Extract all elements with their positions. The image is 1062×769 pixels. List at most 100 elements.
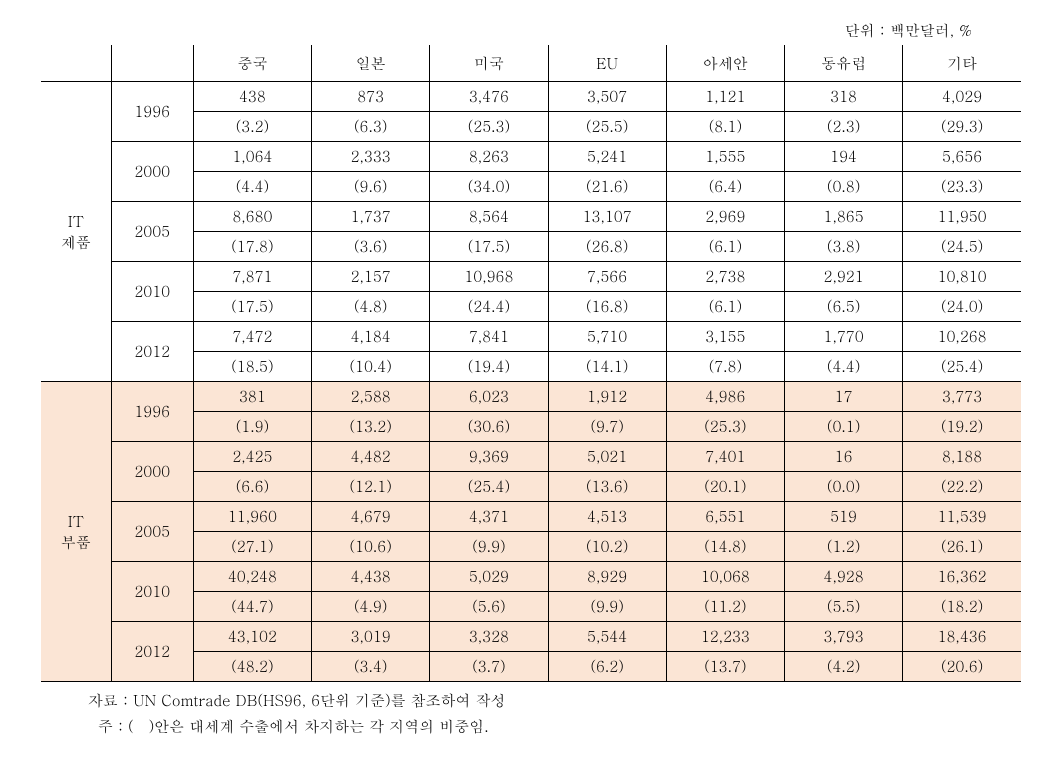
percent-cell: (22.2) [903, 472, 1021, 502]
year-cell: 1996 [111, 382, 193, 442]
value-cell: 1,064 [193, 142, 311, 172]
value-cell: 3,328 [430, 622, 548, 652]
percent-cell: (3.8) [784, 232, 902, 262]
column-header: 동유럽 [784, 45, 902, 82]
percent-cell: (26.8) [548, 232, 666, 262]
percent-cell: (6.5) [784, 292, 902, 322]
percent-cell: (1.9) [193, 412, 311, 442]
year-cell: 2005 [111, 502, 193, 562]
column-header: 기타 [903, 45, 1021, 82]
value-cell: 519 [784, 502, 902, 532]
percent-cell: (34.0) [430, 172, 548, 202]
percent-cell: (18.5) [193, 352, 311, 382]
value-cell: 4,482 [312, 442, 430, 472]
value-cell: 194 [784, 142, 902, 172]
category-cell: IT부품 [41, 382, 111, 682]
value-cell: 3,793 [784, 622, 902, 652]
percent-cell: (7.8) [666, 352, 784, 382]
value-cell: 4,371 [430, 502, 548, 532]
value-cell: 3,476 [430, 82, 548, 112]
percent-cell: (5.6) [430, 592, 548, 622]
value-cell: 18,436 [903, 622, 1021, 652]
value-cell: 13,107 [548, 202, 666, 232]
percent-cell: (25.5) [548, 112, 666, 142]
percent-cell: (10.6) [312, 532, 430, 562]
percent-cell: (6.6) [193, 472, 311, 502]
value-cell: 6,023 [430, 382, 548, 412]
year-cell: 2000 [111, 142, 193, 202]
value-cell: 2,738 [666, 262, 784, 292]
value-cell: 5,710 [548, 322, 666, 352]
percent-cell: (23.3) [903, 172, 1021, 202]
percent-cell: (4.2) [784, 652, 902, 682]
year-cell: 2012 [111, 622, 193, 682]
percent-cell: (2.3) [784, 112, 902, 142]
value-cell: 381 [193, 382, 311, 412]
value-cell: 318 [784, 82, 902, 112]
value-cell: 5,544 [548, 622, 666, 652]
year-cell: 2010 [111, 262, 193, 322]
value-cell: 4,029 [903, 82, 1021, 112]
value-cell: 10,968 [430, 262, 548, 292]
percent-cell: (6.1) [666, 292, 784, 322]
value-cell: 8,263 [430, 142, 548, 172]
value-cell: 8,680 [193, 202, 311, 232]
value-cell: 1,770 [784, 322, 902, 352]
value-cell: 2,157 [312, 262, 430, 292]
value-cell: 16 [784, 442, 902, 472]
percent-cell: (12.1) [312, 472, 430, 502]
value-cell: 1,737 [312, 202, 430, 232]
percent-cell: (21.6) [548, 172, 666, 202]
value-cell: 8,564 [430, 202, 548, 232]
value-cell: 4,438 [312, 562, 430, 592]
percent-cell: (3.4) [312, 652, 430, 682]
percent-cell: (11.2) [666, 592, 784, 622]
value-cell: 3,155 [666, 322, 784, 352]
value-cell: 43,102 [193, 622, 311, 652]
percent-cell: (25.3) [666, 412, 784, 442]
percent-cell: (24.4) [430, 292, 548, 322]
percent-cell: (4.4) [784, 352, 902, 382]
header-blank [111, 45, 193, 82]
percent-cell: (8.1) [666, 112, 784, 142]
percent-cell: (9.9) [430, 532, 548, 562]
percent-cell: (19.2) [903, 412, 1021, 442]
value-cell: 8,929 [548, 562, 666, 592]
value-cell: 1,121 [666, 82, 784, 112]
percent-cell: (26.1) [903, 532, 1021, 562]
year-cell: 2010 [111, 562, 193, 622]
value-cell: 10,268 [903, 322, 1021, 352]
value-cell: 4,513 [548, 502, 666, 532]
value-cell: 11,539 [903, 502, 1021, 532]
percent-cell: (13.7) [666, 652, 784, 682]
percent-cell: (6.1) [666, 232, 784, 262]
column-header: 미국 [430, 45, 548, 82]
percent-cell: (10.2) [548, 532, 666, 562]
percent-cell: (17.5) [430, 232, 548, 262]
percent-cell: (1.2) [784, 532, 902, 562]
percent-cell: (44.7) [193, 592, 311, 622]
percent-cell: (9.7) [548, 412, 666, 442]
percent-cell: (24.5) [903, 232, 1021, 262]
year-cell: 2000 [111, 442, 193, 502]
percent-cell: (9.6) [312, 172, 430, 202]
percent-cell: (20.1) [666, 472, 784, 502]
column-header: EU [548, 45, 666, 82]
percent-cell: (3.6) [312, 232, 430, 262]
percent-cell: (25.4) [430, 472, 548, 502]
value-cell: 6,551 [666, 502, 784, 532]
footnote-explain: 주 : ( )안은 대세계 수출에서 차지하는 각 지역의 비중임. [88, 714, 1022, 740]
percent-cell: (13.6) [548, 472, 666, 502]
value-cell: 4,928 [784, 562, 902, 592]
percent-cell: (6.2) [548, 652, 666, 682]
category-cell: IT제품 [41, 82, 111, 382]
column-header: 아세안 [666, 45, 784, 82]
value-cell: 7,401 [666, 442, 784, 472]
value-cell: 10,810 [903, 262, 1021, 292]
percent-cell: (9.9) [548, 592, 666, 622]
value-cell: 40,248 [193, 562, 311, 592]
percent-cell: (29.3) [903, 112, 1021, 142]
percent-cell: (14.1) [548, 352, 666, 382]
value-cell: 1,865 [784, 202, 902, 232]
percent-cell: (19.4) [430, 352, 548, 382]
